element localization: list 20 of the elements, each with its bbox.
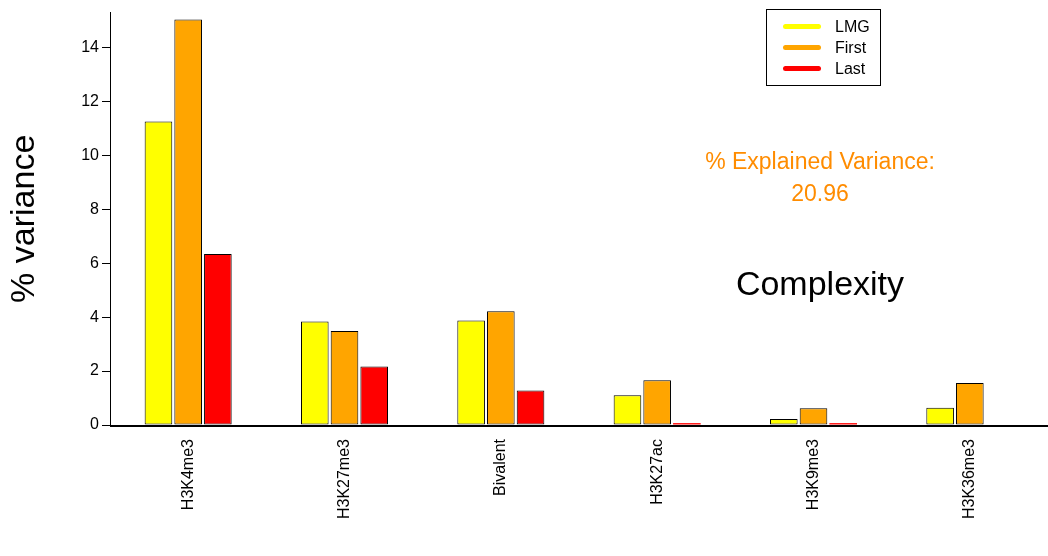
x-tick-label: H3K27ac [647,439,665,505]
y-tick-label: 6 [90,253,100,271]
annotation: % Explained Variance: 20.96 [704,147,936,208]
legend-label: Last [835,59,866,79]
legend-label: LMG [835,17,870,37]
x-tick-label: H3K4me3 [178,438,196,511]
x-tick-label: H3K9me3 [803,438,821,511]
x-tick-label: H3K27me3 [334,438,352,520]
y-tick-label: 14 [81,38,100,56]
y-tick-label: 12 [81,91,100,109]
y-tick-label: 0 [90,415,100,433]
legend-label: First [835,38,867,58]
y-tick-label: 10 [81,145,100,163]
annotation: Complexity [734,264,906,303]
x-tick-label: H3K36me3 [960,438,978,520]
x-tick-label: Bivalent [491,438,509,496]
y-tick-label: 8 [90,199,100,217]
y-tick-label: 2 [90,361,100,379]
y-axis-title: % variance [2,134,41,303]
y-tick-label: 4 [90,307,100,325]
